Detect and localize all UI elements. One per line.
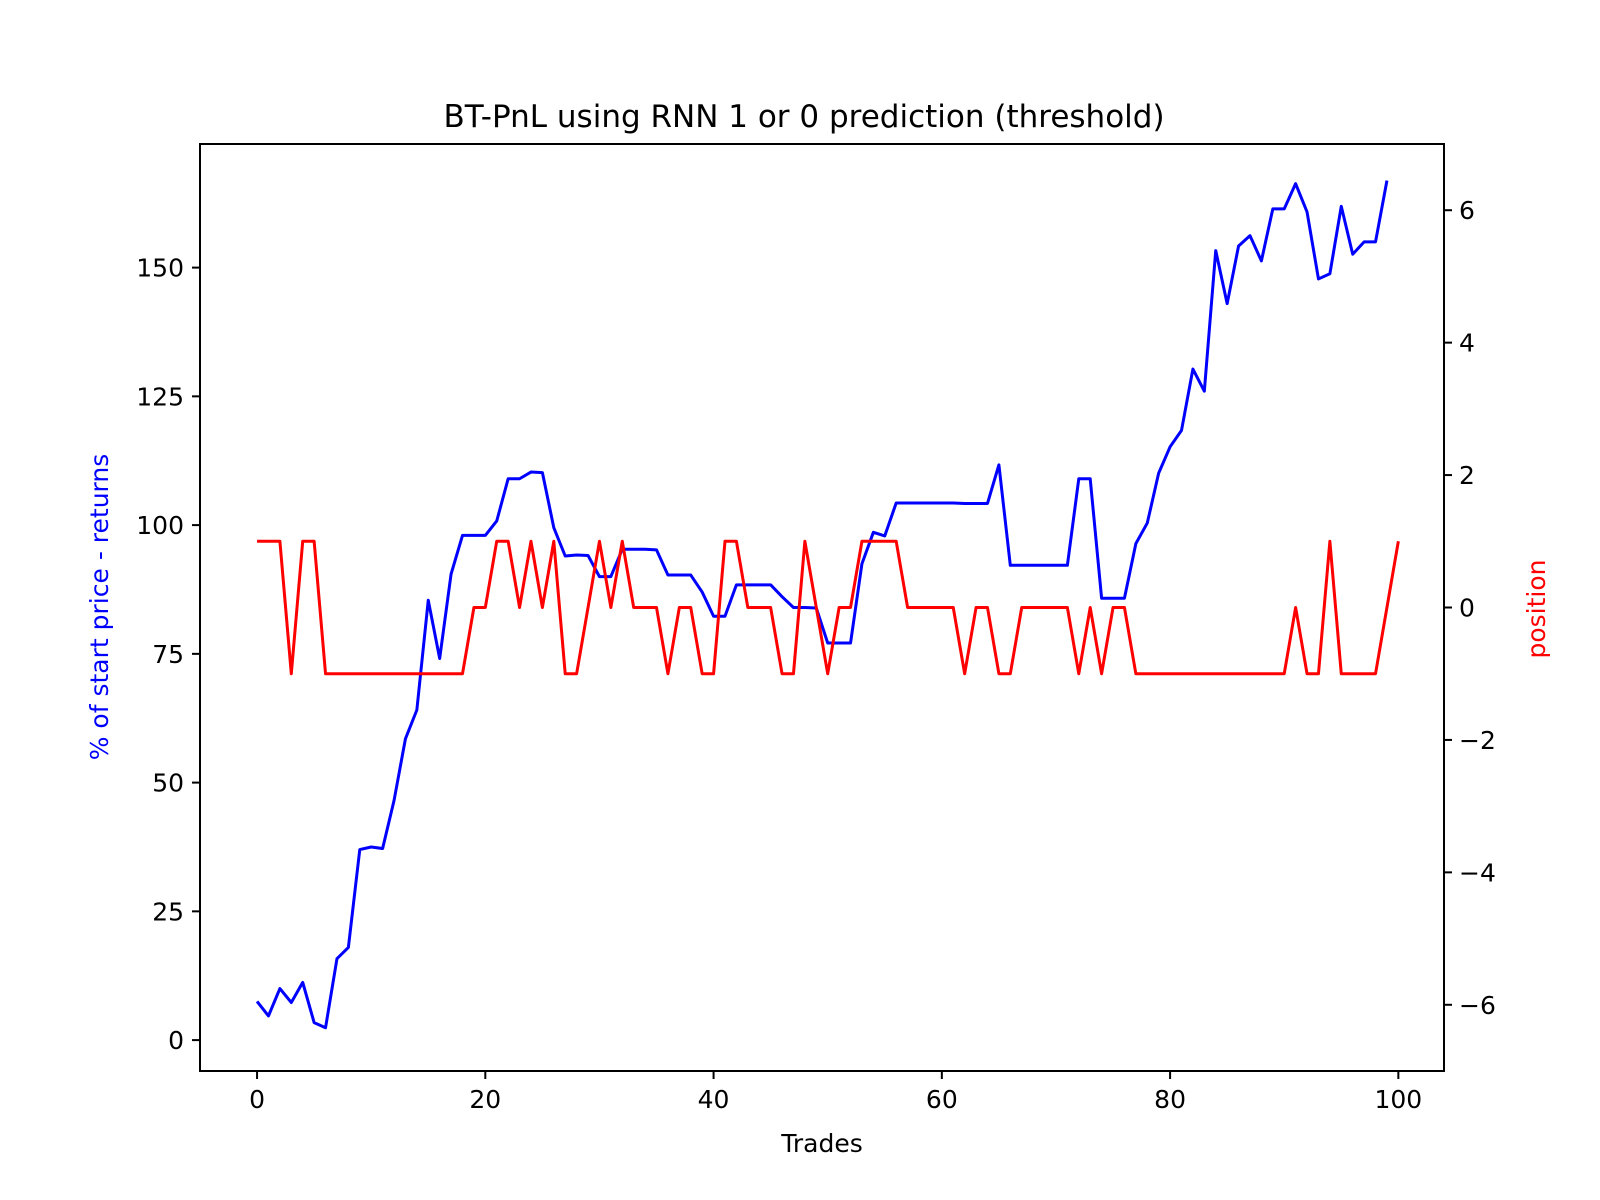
y-tick-label-right: 4 [1459,329,1475,358]
x-axis-label: Trades [780,1129,862,1158]
y-tick-label-left: 75 [152,640,184,669]
returns-series-line [255,180,1389,1030]
x-tick-label: 80 [1154,1085,1186,1114]
x-tick-label: 60 [926,1085,958,1114]
y-tick-label-left: 0 [168,1026,184,1055]
y-axis-label-right: position [1522,559,1551,658]
y-tick-label-left: 25 [152,897,184,926]
y-tick-label-left: 125 [136,382,184,411]
y-tick-label-left: 150 [136,254,184,283]
position-series-line [257,539,1400,676]
y-tick-label-right: 6 [1459,196,1475,225]
y-tick-label-right: 0 [1459,594,1475,623]
x-tick-label: 20 [469,1085,501,1114]
x-tick-label: 0 [249,1085,265,1114]
chart-title: BT-PnL using RNN 1 or 0 prediction (thre… [443,99,1164,135]
y-tick-label-right: −2 [1459,726,1496,755]
plot-frame [199,143,1445,1072]
x-tick-label: 40 [698,1085,730,1114]
y-tick-label-right: −4 [1459,858,1496,887]
y-axis-label-left: % of start price - returns [85,454,114,761]
x-tick-label: 100 [1374,1085,1422,1114]
y-tick-label-right: 2 [1459,461,1475,490]
y-tick-label-left: 50 [152,769,184,798]
y-tick-label-left: 100 [136,511,184,540]
y-tick-label-right: −6 [1459,991,1496,1020]
